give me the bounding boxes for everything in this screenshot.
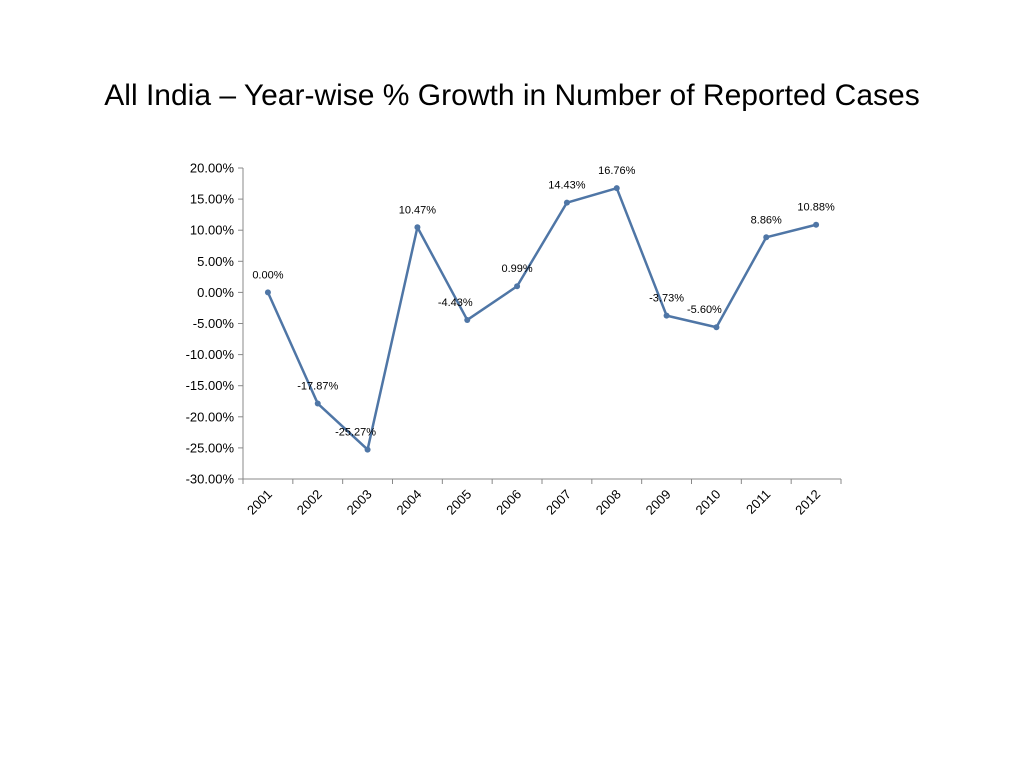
series-line-layer [266, 186, 817, 451]
x-tick-label: 2012 [792, 487, 823, 518]
data-point [314, 400, 321, 407]
data-point [464, 316, 471, 323]
y-tick-label: -15.00% [186, 378, 235, 393]
y-tick-label: 20.00% [190, 161, 235, 176]
x-tick-label: 2011 [743, 487, 773, 517]
data-label: 10.47% [399, 204, 437, 216]
x-tick-label: 2007 [543, 487, 574, 518]
y-axis-tick-labels: 20.00% 15.00% 10.00% 5.00% 0.00% -5.00% -10.00… [186, 161, 235, 487]
data-point [663, 312, 670, 319]
data-label: -17.87% [297, 381, 338, 393]
x-tick-label: 2003 [344, 487, 375, 518]
x-tick-label: 2009 [643, 487, 674, 518]
y-tick-label: -10.00% [186, 347, 235, 362]
data-point [713, 324, 720, 331]
data-label: 14.43% [548, 180, 586, 192]
data-point [563, 199, 570, 206]
y-tick-label: -20.00% [186, 409, 235, 424]
data-label: 0.00% [252, 269, 283, 281]
y-tick-label: 0.00% [197, 285, 234, 300]
data-point [364, 446, 371, 453]
y-tick-label: 5.00% [197, 254, 234, 269]
y-tick-label: 15.00% [190, 192, 235, 207]
data-point [414, 224, 421, 231]
x-tick-label: 2004 [393, 487, 424, 518]
data-label: 10.88% [797, 202, 835, 214]
x-axis-tick-labels: 2001 2002 2003 2004 2005 2006 2007 2008 2009 2010… [244, 487, 823, 518]
y-tick-label: -5.00% [193, 316, 235, 331]
y-tick-label: 10.00% [190, 223, 235, 238]
data-label: -4.43% [438, 297, 473, 309]
data-point [514, 283, 521, 290]
data-point [264, 289, 271, 296]
slide-title: All India – Year-wise % Growth in Number… [104, 79, 920, 112]
series-line [266, 186, 817, 451]
x-tick-label: 2008 [593, 487, 624, 518]
data-labels: 0.00% -17.87% -25.27% 10.47% -4.43% 0.99% 14.4… [252, 165, 835, 438]
data-label: 0.99% [501, 263, 532, 275]
x-tick-label: 2005 [443, 487, 474, 518]
x-tick-label: 2001 [244, 487, 275, 518]
axes [238, 167, 842, 484]
data-label: 16.76% [598, 165, 636, 177]
data-label: -3.73% [649, 293, 684, 305]
x-tick-label: 2002 [294, 487, 325, 518]
x-tick-label: 2010 [692, 487, 723, 518]
x-tick-label: 2006 [493, 487, 524, 518]
data-points [264, 185, 820, 453]
data-point [813, 221, 820, 228]
y-tick-label: -30.00% [186, 472, 235, 487]
data-point [763, 234, 770, 241]
data-label: -5.60% [687, 304, 722, 316]
data-label: 8.86% [751, 214, 782, 226]
data-point [613, 185, 620, 192]
data-label: -25.27% [335, 427, 376, 439]
y-tick-label: -25.00% [186, 440, 235, 455]
